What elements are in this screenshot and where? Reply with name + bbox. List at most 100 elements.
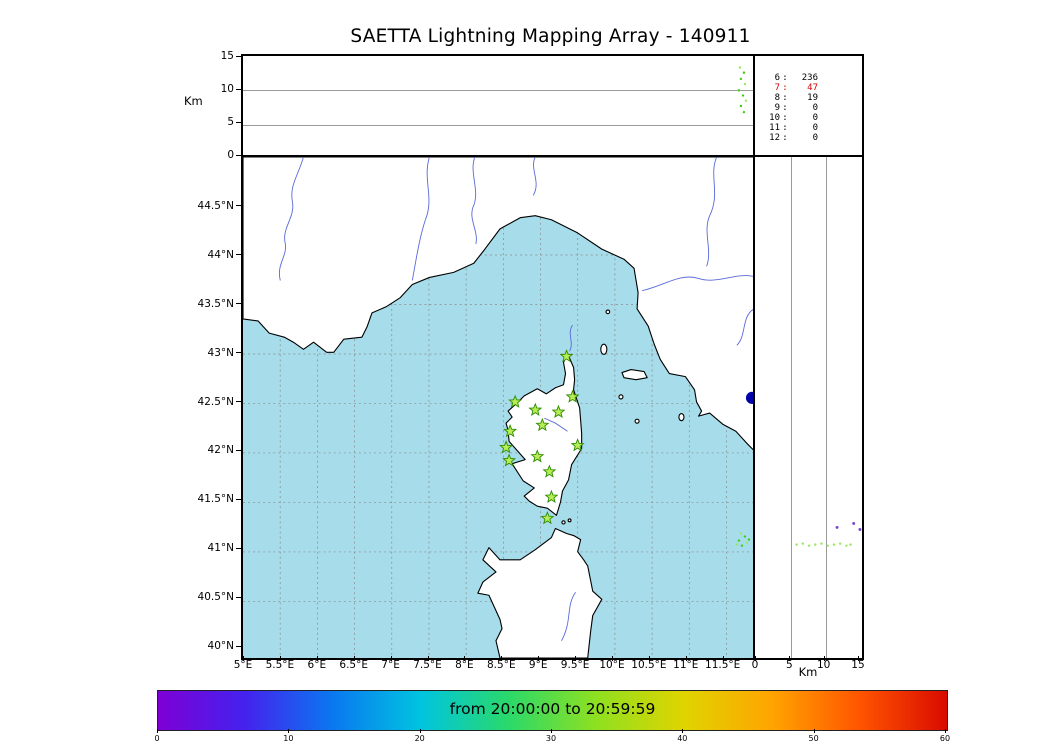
gorgona-island [605,309,611,315]
map-lat-tick [236,401,241,402]
lma-station-marker [528,402,543,416]
lightning-source [838,542,842,545]
colorbar-tick-label: 60 [939,734,951,743]
river [532,157,537,196]
time-height-axis-label: Km [184,94,203,108]
lma-station-marker [551,404,566,418]
map-lat-label: 41°N [207,542,234,555]
lightning-source [742,110,746,114]
map-lat-label: 43°N [207,346,234,359]
colorbar-tick [682,729,684,733]
map-lon-label: 6°E [307,659,327,671]
lma-station-marker [544,489,559,503]
lightning-source [835,526,839,529]
lma-station-marker [559,349,574,363]
maddalena-island [561,520,566,525]
gridline-5km [243,124,754,126]
lightning-source [737,539,741,542]
time-height-scatter [737,66,748,114]
colorbar-tick-label: 30 [545,734,557,743]
lightning-source [743,535,747,538]
map-lon-label: 5°E [233,659,253,671]
lightning-source [745,541,749,544]
river [544,417,568,432]
lma-station-marker [502,453,517,467]
landmasses [243,157,754,658]
lightning-source [741,94,745,97]
map-lat-label: 44°N [207,248,234,261]
station-count-station-id: 11 [769,123,780,133]
elba-island [621,368,648,381]
lightning-source [739,77,743,81]
lightning-source [852,521,856,525]
lightning-source [820,542,823,545]
map-lon-label: 8°E [455,659,474,671]
lightning-source [743,82,747,86]
lma-station-marker [570,438,585,452]
colorbar-tick-label: 0 [154,734,160,743]
alt-xtick-label: 5 [785,659,793,671]
lightning-source [739,532,743,535]
lightning-source [801,542,805,545]
station-count-row: 11: 0 [766,123,818,133]
river [471,157,477,245]
map-lat-tick [236,547,241,549]
lightning-source [740,544,744,547]
map-lat-label: 44.5°N [197,199,234,212]
station-count-count: 47 [807,83,818,93]
station-count-station-id: 6 [774,73,780,83]
figure-title: SAETTA Lightning Mapping Array - 140911 [350,26,751,47]
time-colorbar: from 20:00:00 to 20:59:59 [157,690,948,731]
river [411,157,430,281]
map-lon-tick [243,656,244,661]
station-count-station-id: 8 [774,93,780,103]
alt-xtick-label: 15 [851,659,865,671]
map-lon-tick [464,656,466,661]
lightning-source [735,543,739,546]
colorbar-tick-label: 50 [808,734,819,743]
lma-station-marker [508,394,523,408]
height-axis-label: Km [798,665,818,679]
capraia-island [600,343,608,355]
lightning-source [747,538,751,541]
lightning-source [807,544,811,547]
river [569,324,573,352]
time-ytick-label: 10 [220,83,234,95]
station-count-count: 0 [812,123,818,133]
lake-bolsena [745,391,754,404]
station-count-separator: : [782,133,788,143]
lma-station-marker [540,511,555,525]
lightning-source [742,71,746,74]
station-count-row: 8: 19 [766,93,818,103]
mainland-coastline [243,157,754,452]
gridline-10km-vertical [826,157,828,658]
station-count-separator: : [782,83,788,93]
time-ytick [236,55,241,57]
colorbar-tick-label: 40 [677,734,688,743]
time-ytick [236,154,241,156]
map-lon-label: 7°E [381,659,400,671]
colorbar-tick-label: 10 [283,734,294,743]
map-lat-tick [236,449,241,451]
station-count-station-id: 10 [769,113,780,123]
lightning-source [737,89,741,92]
lightning-cluster [735,532,751,547]
colorbar-label: from 20:00:00 to 20:59:59 [449,700,656,718]
time-ytick-label: 5 [227,116,234,128]
pianosa-island [618,394,624,400]
station-count-row: 9: 0 [766,103,818,113]
time-ytick [236,88,241,90]
lma-station-network [499,349,585,525]
lma-station-marker [503,423,518,438]
lightning-source [858,528,862,531]
map-lon-tick [722,656,724,661]
lma-station-marker [535,417,550,432]
map-lon-label: 6.5°E [339,659,368,671]
montecristo-island [634,418,640,424]
river [561,591,576,642]
map-lat-tick [236,254,241,256]
time-ytick-label: 0 [227,149,234,161]
sardinia [477,527,603,658]
map-canvas [243,157,754,658]
station-count-count: 0 [812,113,818,123]
